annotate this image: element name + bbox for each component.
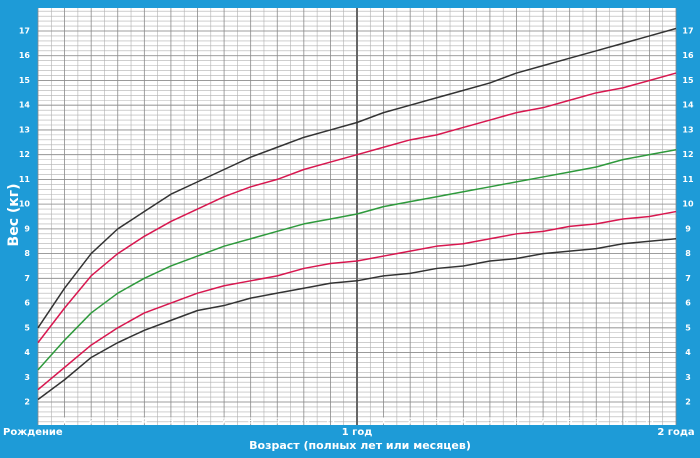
- y-tick-label: 6: [24, 299, 30, 308]
- x-tick-label: 10: [617, 417, 629, 426]
- y-tick-label: 9: [24, 224, 30, 233]
- x-tick-label: 10: [298, 417, 310, 426]
- y-tick-label: 14: [19, 101, 31, 110]
- x-tick-label: 7: [540, 417, 546, 426]
- x-tick-label: 4: [461, 417, 467, 426]
- y-tick-label-right: 9: [685, 224, 691, 233]
- line-series: [37, 27, 677, 329]
- x-axis-label: Возраст (полных лет или месяцев): [249, 439, 471, 452]
- y-tick-label: 12: [19, 150, 30, 159]
- y-tick-label: 13: [19, 125, 30, 134]
- x-tick-label: 6: [195, 417, 201, 426]
- y-tick-label: 8: [24, 249, 30, 258]
- x-tick-label: 6: [514, 417, 520, 426]
- y-tick-label-right: 4: [685, 348, 691, 357]
- x-tick-label: 1: [62, 417, 68, 426]
- x-tick-label: 1 год: [342, 427, 373, 438]
- y-tick-label-right: 6: [685, 299, 691, 308]
- x-tick-label: Рождение: [3, 427, 63, 438]
- x-tick-label: 7: [221, 417, 227, 426]
- x-tick-label: 9: [593, 417, 599, 426]
- x-tick-label: 9: [274, 417, 280, 426]
- x-tick-label: 2: [88, 417, 94, 426]
- y-tick-label: 5: [24, 323, 30, 332]
- y-tick-label-right: 15: [682, 76, 694, 85]
- y-tick-label: 3: [24, 373, 30, 382]
- x-tick-label: 4: [142, 417, 148, 426]
- x-tick-label: 8: [248, 417, 254, 426]
- line-series: [37, 72, 677, 344]
- y-tick-label-right: 2: [685, 397, 691, 406]
- y-tick-label-right: 11: [682, 175, 694, 184]
- x-tick-label: 3: [115, 417, 121, 426]
- y-tick-label-right: 14: [682, 101, 694, 110]
- y-tick-label: 15: [19, 76, 31, 85]
- x-tick-label: 5: [487, 417, 493, 426]
- y-tick-label: 2: [24, 397, 30, 406]
- y-tick-label-right: 8: [685, 249, 691, 258]
- y-tick-label-right: 3: [685, 373, 691, 382]
- line-series: [37, 148, 677, 371]
- y-axis-label: Вес (кг): [6, 184, 22, 247]
- y-tick-label-right: 10: [682, 200, 694, 209]
- x-tick-label: 2 года: [657, 427, 694, 438]
- x-tick-label: 11: [325, 417, 337, 426]
- x-tick-label: 8: [567, 417, 573, 426]
- y-tick-label: 4: [24, 348, 30, 357]
- x-tick-label: 11: [644, 417, 656, 426]
- y-tick-label: 7: [24, 274, 30, 283]
- x-tick-label: 5: [168, 417, 174, 426]
- y-tick-label: 16: [19, 51, 31, 60]
- y-tick-label: 17: [19, 27, 30, 36]
- y-tick-label: 11: [19, 175, 31, 184]
- y-tick-label-right: 7: [685, 274, 691, 283]
- y-tick-label: 10: [19, 200, 31, 209]
- y-tick-label-right: 17: [682, 27, 693, 36]
- y-tick-label-right: 13: [682, 125, 693, 134]
- grid: [37, 8, 677, 425]
- y-tick-label-right: 12: [682, 150, 693, 159]
- line-series: [37, 210, 677, 391]
- lines: [37, 27, 677, 401]
- line-series: [37, 238, 677, 401]
- x-tick-label: 1: [381, 417, 387, 426]
- x-tick-label: 3: [434, 417, 440, 426]
- y-tick-label-right: 5: [685, 323, 691, 332]
- x-tick-label: 2: [407, 417, 413, 426]
- y-tick-label-right: 16: [682, 51, 694, 60]
